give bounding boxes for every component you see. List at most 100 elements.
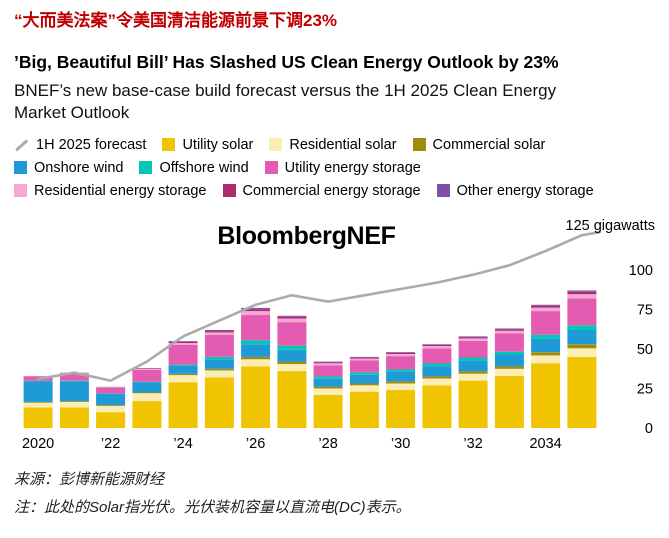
bar-segment-other-energy-storage	[168, 340, 198, 342]
1h-2025-forecast-swatch-icon	[15, 138, 28, 151]
stacked-bar-chart: 0 25 50 75 100 2020 ’22 ’24 ’26 ’28 ’30 ’32 2034	[22, 230, 653, 452]
bar-segment-other-energy-storage	[422, 344, 452, 345]
legend-label: Utility solar	[182, 136, 254, 153]
bar-segment-other-energy-storage	[241, 307, 271, 310]
bar-segment-other-energy-storage	[386, 352, 416, 353]
offshore-wind-swatch-icon	[139, 161, 153, 175]
x-axis-tick-label: ’24	[173, 436, 192, 452]
legend-item-1h-2025-forecast: 1H 2025 forecast	[14, 137, 146, 153]
bar-segment-commercial-solar	[531, 352, 561, 356]
legend-item-residential-solar: Residential solar	[269, 137, 397, 153]
bar-segment-utility-energy-storage	[386, 355, 416, 370]
bar-segment-offshore-wind	[458, 357, 488, 361]
bar-segment-commercial-solar	[494, 366, 524, 369]
onshore-wind-swatch-icon	[14, 161, 27, 175]
commercial-solar-swatch-icon	[412, 138, 426, 152]
x-axis-tick-label: ’28	[318, 436, 337, 452]
bar-segment-onshore-wind	[241, 344, 271, 357]
bar-segment-utility-solar	[59, 407, 89, 428]
x-axis-tick-label: ’22	[101, 436, 120, 452]
bar-segment-commercial-energy-storage	[349, 357, 379, 359]
source-line: 来源：彭博新能源财经	[14, 470, 165, 488]
x-axis-tick-label: ’30	[391, 436, 410, 452]
bar-segment-offshore-wind	[204, 356, 234, 360]
bar-segment-residential-solar	[386, 383, 416, 390]
bar-segment-onshore-wind	[277, 349, 307, 362]
bar-segment-commercial-solar	[204, 368, 234, 371]
bar-segment-residential-solar	[241, 359, 271, 367]
bar-segment-residential-solar	[494, 368, 524, 376]
chart-legend: 1H 2025 forecast Utility solar Residential…	[14, 137, 655, 199]
bar-segment-commercial-energy-storage	[132, 368, 162, 369]
bar-segment-utility-solar	[386, 389, 416, 428]
legend-label: Residential energy storage	[34, 182, 207, 199]
bar-segment-utility-energy-storage	[458, 340, 488, 358]
bar-segment-residential-energy-storage	[204, 332, 234, 335]
bar-segment-offshore-wind	[349, 372, 379, 375]
legend-item-utility-energy-storage: Utility energy storage	[264, 159, 421, 176]
bar-segment-utility-solar	[313, 394, 343, 428]
bar-segment-utility-solar	[494, 375, 524, 428]
bar-segment-commercial-energy-storage	[241, 309, 271, 311]
bar-segment-commercial-solar	[458, 371, 488, 374]
bar-segment-commercial-solar	[59, 400, 89, 402]
bar-segment-residential-energy-storage	[349, 358, 379, 361]
bar-segment-commercial-solar	[23, 401, 53, 403]
bar-segment-utility-energy-storage	[132, 369, 162, 382]
bar-segment-commercial-solar	[422, 376, 452, 379]
bar-segment-utility-solar	[168, 382, 198, 428]
bar-segment-commercial-energy-storage	[386, 352, 416, 354]
residential-energy-storage-swatch-icon	[14, 184, 27, 198]
bar-segment-other-energy-storage	[494, 328, 524, 330]
x-axis-tick-label: ’32	[463, 436, 482, 452]
bar-segment-offshore-wind	[494, 351, 524, 355]
bar-segment-residential-solar	[59, 401, 89, 408]
y-axis-tick-label: 100	[629, 263, 653, 279]
bar-segment-offshore-wind	[422, 363, 452, 366]
bar-segment-utility-energy-storage	[313, 365, 343, 377]
bar-segment-residential-energy-storage	[96, 387, 126, 388]
legend-row-3: Residential energy storage Commercial ene…	[14, 183, 655, 199]
bar-segment-commercial-solar	[277, 361, 307, 364]
bar-segment-utility-solar	[458, 380, 488, 428]
bar-segment-other-energy-storage	[277, 315, 307, 317]
bar-segment-residential-solar	[313, 388, 343, 395]
legend-label: Offshore wind	[159, 159, 249, 176]
legend-item-commercial-solar: Commercial solar	[412, 137, 545, 153]
legend-label: Utility energy storage	[284, 159, 421, 176]
bar-segment-utility-energy-storage	[168, 344, 198, 365]
bar-segment-other-energy-storage	[531, 304, 561, 306]
bar-segment-residential-solar	[204, 370, 234, 378]
bar-segment-utility-energy-storage	[277, 321, 307, 346]
bar-segment-onshore-wind	[531, 338, 561, 352]
bar-segment-residential-solar	[132, 393, 162, 401]
bar-segment-residential-energy-storage	[567, 293, 597, 299]
bar-segment-residential-energy-storage	[458, 338, 488, 341]
bar-segment-residential-energy-storage	[241, 310, 271, 315]
bar-segment-commercial-solar	[567, 344, 597, 349]
bar-segment-offshore-wind	[132, 381, 162, 383]
bar-segment-onshore-wind	[567, 329, 597, 345]
legend-item-other-energy-storage: Other energy storage	[436, 182, 594, 199]
bar-segment-utility-energy-storage	[494, 333, 524, 352]
bar-segment-utility-energy-storage	[531, 310, 561, 335]
legend-label: Commercial energy storage	[242, 182, 421, 199]
bar-segment-other-energy-storage	[349, 356, 379, 358]
y-axis-tick-label: 25	[637, 381, 653, 397]
bar-segment-commercial-energy-storage	[168, 341, 198, 343]
bar-segment-utility-solar	[96, 412, 126, 428]
legend-item-residential-energy-storage: Residential energy storage	[14, 183, 207, 199]
bar-segment-offshore-wind	[241, 340, 271, 345]
bar-segment-offshore-wind	[386, 369, 416, 372]
y-axis-tick-label: 0	[645, 421, 653, 437]
chart-subtitle: BNEF’s new base-case build forecast vers…	[14, 80, 557, 123]
bar-segment-residential-energy-storage	[132, 368, 162, 370]
bar-segment-utility-solar	[349, 391, 379, 428]
y-axis-unit-label: 125 gigawatts	[565, 217, 655, 234]
legend-label: Other energy storage	[456, 182, 594, 199]
bar-segment-onshore-wind	[386, 371, 416, 382]
bar-segment-offshore-wind	[277, 345, 307, 350]
bar-segment-utility-solar	[132, 400, 162, 428]
bar-segment-offshore-wind	[168, 364, 198, 366]
bar-segment-offshore-wind	[96, 393, 126, 394]
